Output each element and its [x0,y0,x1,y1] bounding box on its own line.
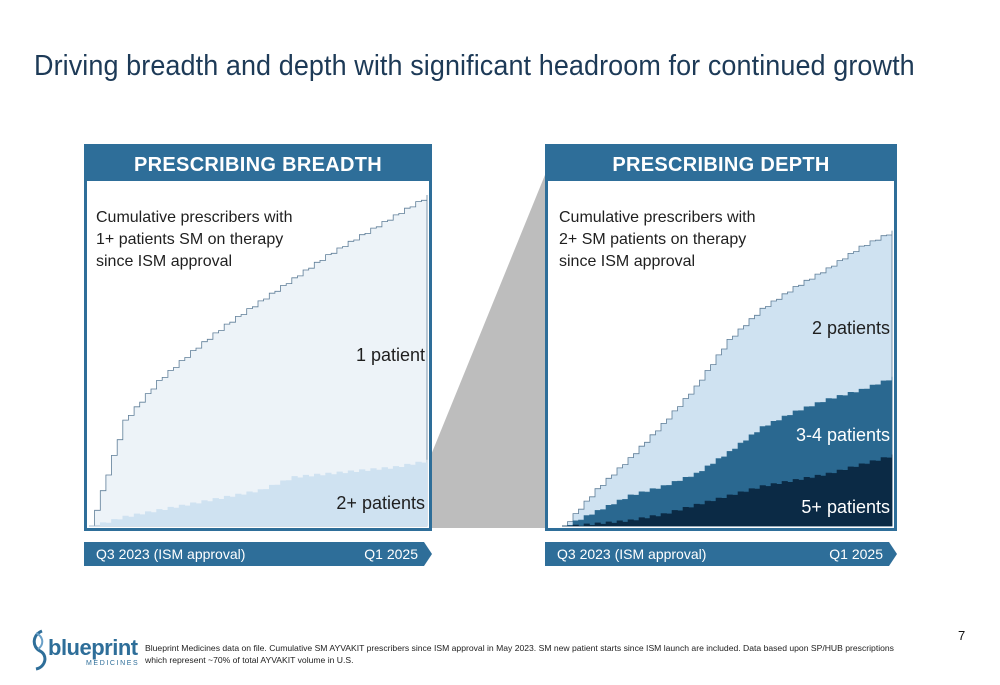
breadth-timeline-end: Q1 2025 [364,546,418,562]
label-2plus-patients: 2+ patients [336,493,425,513]
logo-wordmark: blueprint [48,635,138,660]
depth-timeline-start: Q3 2023 (ISM approval) [557,546,707,562]
page-title: Driving breadth and depth with significa… [34,50,915,82]
area-2-patients [89,459,428,527]
breadth-panel: PRESCRIBING BREADTH Cumulative prescribe… [84,144,432,531]
label-2-patients: 2 patients [811,318,890,338]
depth-chart [562,230,893,527]
page-number: 7 [958,628,966,643]
depth-timeline: Q3 2023 (ISM approval) Q1 2025 [545,542,897,566]
breadth-chart [89,195,428,527]
label-1-patient: 1 patient [355,345,425,365]
label-5plus-patients: 5+ patients [801,497,890,517]
area-5-patients [562,454,893,527]
blueprint-logo: blueprint MEDICINES [28,625,140,673]
depth-timeline-end: Q1 2025 [829,546,883,562]
logo-subtext: MEDICINES [86,660,140,667]
breadth-description: Cumulative prescribers with 1+ patients … [96,209,293,270]
blueprint-spiral-icon [32,629,47,671]
area-1-patient [89,195,428,527]
label-3-4-patients: 3-4 patients [795,425,890,445]
depth-header: PRESCRIBING DEPTH [548,147,894,181]
breadth-timeline: Q3 2023 (ISM approval) Q1 2025 [84,542,432,566]
footnote: Blueprint Medicines data on file. Cumula… [145,643,894,665]
depth-panel: PRESCRIBING DEPTH Cumulative prescribers… [545,144,897,531]
breadth-header: PRESCRIBING BREADTH [87,147,429,181]
breadth-timeline-start: Q3 2023 (ISM approval) [96,546,246,562]
depth-description: Cumulative prescribers with 2+ SM patien… [559,209,756,270]
